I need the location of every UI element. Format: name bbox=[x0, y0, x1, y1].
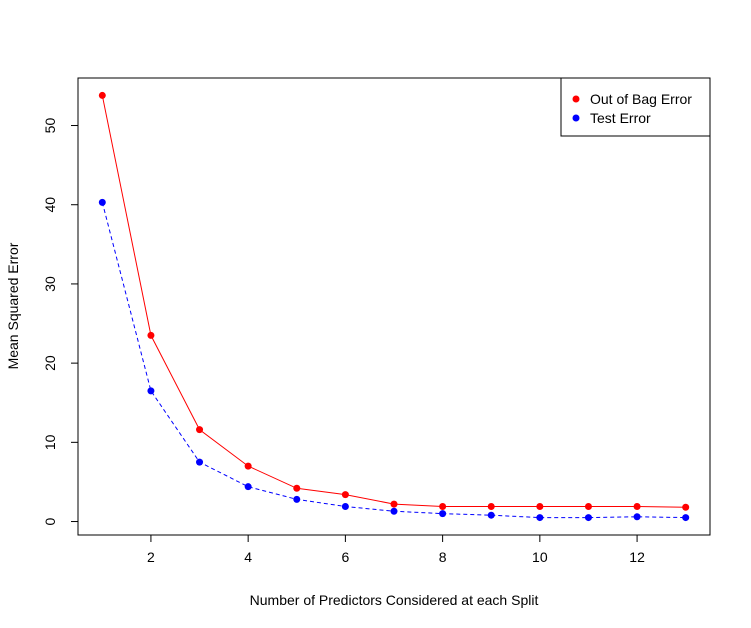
y-tick-label: 10 bbox=[42, 434, 58, 450]
x-tick-label: 10 bbox=[532, 549, 548, 565]
series-line-1 bbox=[101, 202, 686, 519]
data-point-0 bbox=[341, 491, 349, 499]
data-point-1 bbox=[487, 511, 495, 519]
x-axis: 2 4 6 8 10 12 bbox=[147, 535, 645, 565]
data-point-1 bbox=[244, 483, 252, 491]
data-point-1 bbox=[293, 495, 301, 503]
plot-frame bbox=[77, 77, 711, 536]
data-point-1 bbox=[98, 198, 106, 206]
data-point-1 bbox=[536, 514, 544, 522]
legend-box bbox=[560, 77, 711, 137]
data-point-1 bbox=[633, 513, 641, 521]
x-tick-label: 8 bbox=[439, 549, 447, 565]
x-axis-title: Number of Predictors Considered at each … bbox=[250, 592, 539, 608]
legend-label-oob: Out of Bag Error bbox=[590, 91, 692, 107]
x-tick-label: 12 bbox=[629, 549, 645, 565]
data-point-1 bbox=[341, 502, 349, 510]
data-point-0 bbox=[147, 331, 155, 339]
data-point-0 bbox=[584, 502, 592, 510]
y-tick-label: 30 bbox=[42, 276, 58, 292]
data-point-0 bbox=[98, 91, 106, 99]
data-point-1 bbox=[147, 387, 155, 395]
x-tick-label: 6 bbox=[341, 549, 349, 565]
data-point-1 bbox=[682, 514, 690, 522]
y-tick-label: 20 bbox=[42, 355, 58, 371]
data-point-1 bbox=[439, 510, 447, 518]
data-point-0 bbox=[633, 502, 641, 510]
x-tick-label: 2 bbox=[147, 549, 155, 565]
y-axis-title: Mean Squared Error bbox=[5, 242, 21, 369]
data-point-0 bbox=[682, 503, 690, 511]
legend-marker-oob bbox=[572, 95, 580, 103]
y-tick-label: 0 bbox=[42, 517, 58, 525]
legend: Out of Bag Error Test Error bbox=[560, 77, 711, 137]
data-point-0 bbox=[244, 462, 252, 470]
y-tick-label: 50 bbox=[42, 118, 58, 134]
data-point-0 bbox=[293, 484, 301, 492]
data-point-1 bbox=[390, 507, 398, 515]
data-point-0 bbox=[487, 502, 495, 510]
data-point-0 bbox=[196, 426, 204, 434]
data-point-0 bbox=[536, 502, 544, 510]
legend-label-test: Test Error bbox=[590, 110, 651, 126]
data-point-1 bbox=[196, 458, 204, 466]
x-tick-label: 4 bbox=[244, 549, 252, 565]
data-point-1 bbox=[584, 514, 592, 522]
y-tick-label: 40 bbox=[42, 197, 58, 213]
y-axis: 0 10 20 30 40 50 bbox=[42, 118, 78, 525]
data-point-0 bbox=[390, 500, 398, 508]
legend-marker-test bbox=[572, 114, 580, 122]
series-line-0 bbox=[101, 95, 686, 508]
series-layer bbox=[98, 91, 690, 522]
data-point-0 bbox=[439, 502, 447, 510]
